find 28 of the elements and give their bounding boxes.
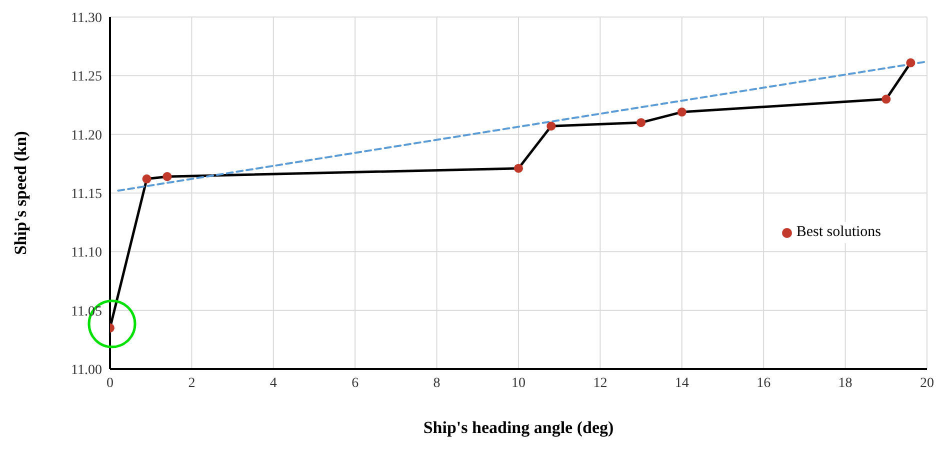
y-axis-title: Ship's speed (kn) [11, 131, 30, 255]
point [142, 174, 152, 184]
y-tick-label: 11.20 [71, 128, 102, 144]
x-tick-label: 20 [920, 376, 934, 391]
point [546, 122, 556, 131]
x-tick-label: 16 [756, 376, 771, 391]
x-tick-label: 4 [270, 376, 277, 391]
point [906, 58, 916, 68]
point [514, 164, 524, 173]
x-tick-label: 14 [674, 376, 689, 391]
x-tick-label: 2 [188, 376, 196, 391]
x-axis-title: Ship's heading angle (deg) [423, 418, 614, 437]
x-tick-label: 18 [838, 376, 852, 391]
point [677, 108, 686, 117]
point [636, 118, 646, 128]
x-tick-label: 6 [352, 376, 359, 391]
y-tick-label: 11.25 [71, 70, 102, 85]
legend-label: Best solutions [796, 224, 881, 240]
point [882, 94, 891, 104]
x-tick-label: 12 [593, 376, 608, 391]
x-tick-label: 0 [106, 376, 114, 391]
x-tick-label: 8 [433, 376, 440, 391]
point [162, 172, 172, 182]
y-tick-label: 11.30 [71, 10, 102, 26]
y-tick-label: 11.10 [71, 246, 102, 261]
y-tick-label: 11.00 [71, 362, 102, 378]
y-tick-label: 11.15 [71, 186, 102, 202]
x-tick-label: 10 [512, 376, 526, 391]
